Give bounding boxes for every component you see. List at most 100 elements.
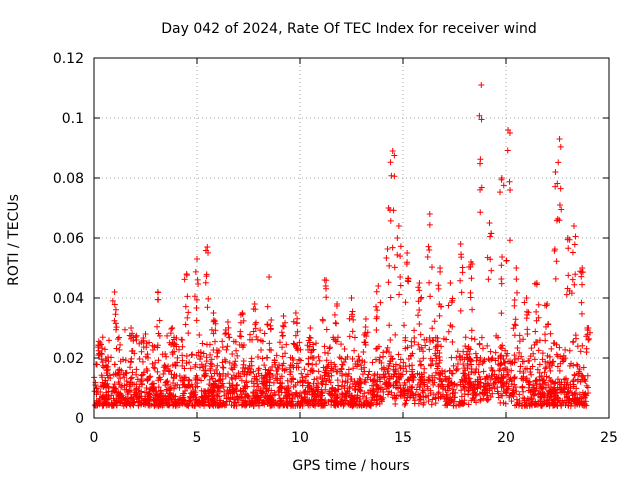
roti-point [259, 399, 266, 406]
roti-point [445, 375, 452, 382]
roti-point [207, 382, 214, 389]
roti-point [558, 206, 565, 213]
roti-point [462, 343, 469, 350]
roti-point [377, 354, 384, 361]
roti-point [369, 359, 376, 366]
roti-point [565, 384, 572, 391]
roti-point [385, 279, 392, 286]
roti-point [226, 398, 233, 405]
roti-point [536, 337, 543, 344]
roti-point [449, 323, 456, 330]
roti-point [585, 336, 592, 343]
roti-point [411, 327, 418, 334]
roti-point [342, 356, 349, 363]
roti-point [377, 299, 384, 306]
roti-point [267, 367, 274, 374]
roti-point [266, 274, 273, 280]
roti-point [409, 371, 416, 378]
roti-point [502, 347, 509, 354]
roti-point [378, 384, 385, 391]
roti-point [435, 370, 442, 377]
roti-point [113, 345, 120, 352]
y-tick-label: 0.08 [53, 171, 84, 187]
roti-point [230, 372, 237, 379]
roti-point [176, 346, 183, 353]
roti-point [179, 357, 186, 364]
roti-point [229, 394, 236, 401]
roti-point [392, 400, 399, 407]
roti-point [435, 285, 442, 292]
roti-point [504, 350, 511, 357]
roti-point [185, 330, 192, 337]
roti-point [311, 396, 318, 403]
roti-point [519, 384, 526, 391]
roti-point [223, 346, 230, 353]
roti-point [223, 391, 230, 398]
roti-point [164, 377, 171, 384]
roti-point [199, 364, 206, 371]
roti-point [141, 389, 148, 396]
roti-point [541, 331, 548, 338]
roti-point [214, 362, 221, 369]
roti-point [128, 325, 135, 331]
roti-point [138, 401, 145, 408]
roti-point [484, 392, 491, 399]
roti-point [383, 254, 390, 261]
roti-point [488, 364, 495, 371]
roti-point [422, 342, 429, 349]
roti-point [363, 333, 370, 340]
roti-point [268, 402, 275, 409]
roti-point [530, 350, 537, 357]
roti-point [258, 346, 265, 353]
roti-point [572, 332, 579, 339]
roti-point [487, 233, 494, 240]
roti-point [349, 380, 356, 387]
roti-point [332, 319, 339, 326]
roti-point [519, 402, 526, 409]
roti-point [292, 310, 299, 316]
roti-point [581, 376, 588, 383]
roti-point [457, 353, 464, 360]
roti-point [201, 372, 208, 379]
roti-point [421, 365, 428, 372]
roti-point [477, 209, 484, 216]
roti-point [237, 387, 244, 394]
roti-point [152, 359, 159, 366]
roti-point [269, 363, 276, 370]
roti-point [144, 351, 151, 358]
roti-point [401, 322, 408, 329]
roti-point [362, 339, 369, 346]
roti-point [275, 388, 282, 395]
roti-point [350, 316, 357, 323]
roti-point [338, 390, 345, 397]
roti-point [241, 368, 248, 375]
roti-point [155, 377, 162, 384]
roti-point [294, 328, 301, 335]
roti-point [392, 331, 399, 338]
roti-point [384, 246, 391, 253]
roti-point [434, 363, 441, 370]
roti-point [181, 365, 188, 372]
roti-point [253, 395, 260, 402]
roti-point [132, 386, 139, 393]
roti-point [279, 380, 286, 387]
roti-point [546, 353, 553, 360]
roti-point [234, 396, 241, 403]
roti-point [424, 385, 431, 392]
y-tick-label: 0.06 [53, 231, 84, 247]
roti-point [411, 334, 418, 341]
roti-point [211, 380, 218, 387]
roti-point [485, 276, 492, 283]
roti-point [336, 354, 343, 361]
roti-point [500, 356, 507, 363]
roti-point [563, 393, 570, 400]
roti-point [418, 294, 425, 301]
roti-point [294, 342, 301, 349]
roti-point [178, 399, 185, 406]
roti-point [583, 392, 590, 399]
roti-point [516, 338, 523, 345]
roti-point [520, 369, 527, 376]
roti-point [341, 385, 348, 392]
roti-point [554, 180, 561, 187]
roti-point [255, 353, 262, 360]
